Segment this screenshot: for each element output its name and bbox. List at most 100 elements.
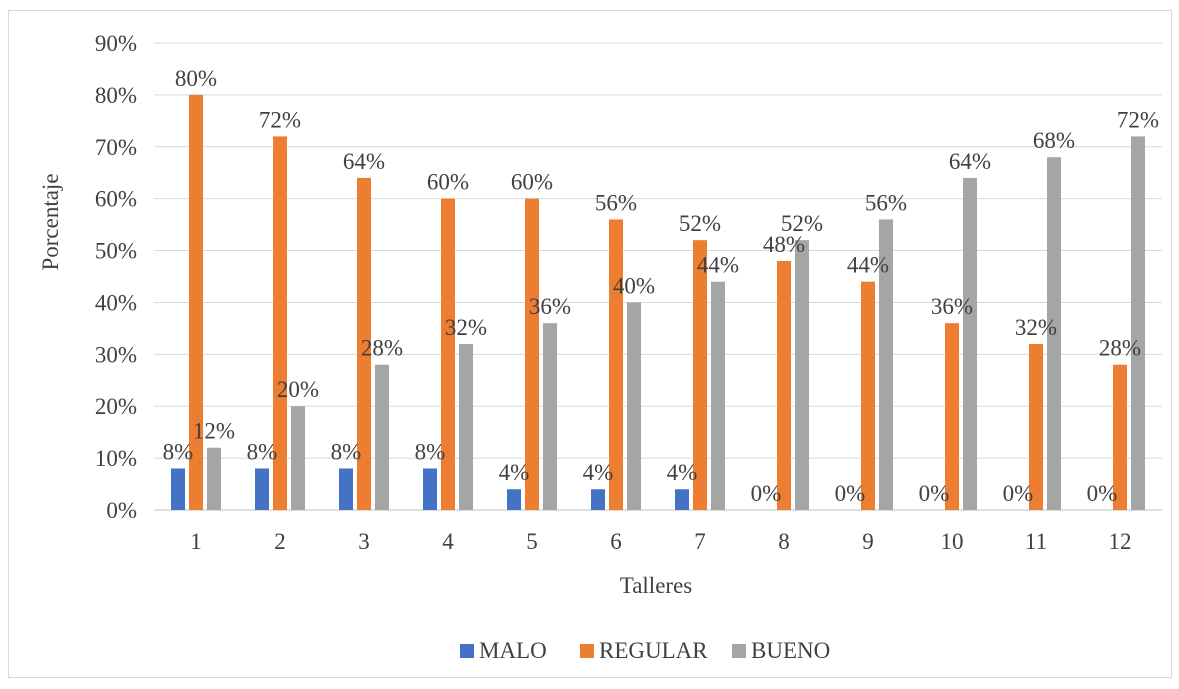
bar-regular xyxy=(1113,364,1127,510)
x-tick-label: 10 xyxy=(941,529,964,554)
legend: MALO REGULAR BUENO xyxy=(460,638,830,663)
x-tick-label: 1 xyxy=(190,529,202,554)
bar-malo xyxy=(171,468,185,510)
data-label: 48% xyxy=(763,232,805,257)
data-label: 20% xyxy=(277,377,319,402)
data-label: 36% xyxy=(529,294,571,319)
bar-bueno xyxy=(1131,136,1145,510)
gridlines xyxy=(154,42,1162,511)
bar-bueno xyxy=(207,447,221,510)
legend-swatch-regular xyxy=(580,644,594,658)
legend-label-malo: MALO xyxy=(479,638,547,663)
bar-regular xyxy=(693,240,707,510)
y-tick-label: 80% xyxy=(95,83,137,108)
data-label: 68% xyxy=(1033,128,1075,153)
y-tick-label: 0% xyxy=(106,498,137,523)
legend-label-bueno: BUENO xyxy=(751,638,830,663)
bar-bueno xyxy=(795,240,809,510)
data-label: 8% xyxy=(163,439,194,464)
data-label: 0% xyxy=(1003,481,1034,506)
data-label: 52% xyxy=(781,211,823,236)
data-label: 60% xyxy=(511,170,553,195)
y-tick-label: 10% xyxy=(95,446,137,471)
data-label: 4% xyxy=(583,460,614,485)
data-label: 12% xyxy=(193,419,235,444)
bar-bueno xyxy=(291,406,305,510)
bar-bueno xyxy=(375,364,389,510)
data-label: 40% xyxy=(613,273,655,298)
legend-label-regular: REGULAR xyxy=(599,638,708,663)
bar-regular xyxy=(441,198,455,510)
data-label: 72% xyxy=(259,107,301,132)
y-tick-label: 20% xyxy=(95,394,137,419)
y-tick-label: 70% xyxy=(95,135,137,160)
bar-regular xyxy=(273,136,287,510)
x-tick-label: 3 xyxy=(358,529,370,554)
data-labels: 8% 8% 8% 8% 4% 4% 4% 0% 0% 0% 0% 0% 80% 72% 64% 60% 60% 5… xyxy=(163,66,1159,506)
data-label: 8% xyxy=(247,439,278,464)
bar-regular xyxy=(777,260,791,510)
data-label: 56% xyxy=(865,190,907,215)
x-tick-label: 5 xyxy=(526,529,538,554)
data-label: 28% xyxy=(361,336,403,361)
bar-malo xyxy=(675,489,689,510)
bar-regular xyxy=(1029,343,1043,510)
x-tick-label: 11 xyxy=(1025,529,1047,554)
data-label: 44% xyxy=(847,253,889,278)
bar-regular xyxy=(357,177,371,510)
data-label: 32% xyxy=(445,315,487,340)
y-tick-label: 30% xyxy=(95,342,137,367)
bar-bueno xyxy=(627,302,641,510)
data-label: 4% xyxy=(499,460,530,485)
bar-bueno xyxy=(1047,157,1061,510)
data-label: 28% xyxy=(1099,336,1141,361)
data-label: 0% xyxy=(751,481,782,506)
legend-swatch-malo xyxy=(460,644,474,658)
y-tick-label: 40% xyxy=(95,290,137,315)
bar-bueno xyxy=(711,281,725,510)
bar-malo xyxy=(423,468,437,510)
data-label: 44% xyxy=(697,253,739,278)
data-label: 8% xyxy=(415,439,446,464)
tick-labels: 0%10%20%30%40%50%60%70%80%90%1 2 3 4 5 6 7 8 9 10… xyxy=(95,31,1132,554)
x-tick-label: 4 xyxy=(442,529,454,554)
x-tick-label: 9 xyxy=(862,529,874,554)
y-tick-label: 90% xyxy=(95,31,137,56)
bar-malo xyxy=(591,489,605,510)
bar-bueno xyxy=(963,177,977,510)
bar-regular xyxy=(525,198,539,510)
data-label: 60% xyxy=(427,170,469,195)
x-tick-label: 7 xyxy=(694,529,706,554)
bar-regular xyxy=(945,323,959,510)
bar-malo xyxy=(507,489,521,510)
bar-regular xyxy=(609,219,623,510)
bars xyxy=(171,94,1145,510)
data-label: 8% xyxy=(331,439,362,464)
bar-bueno xyxy=(459,343,473,510)
x-tick-label: 8 xyxy=(778,529,790,554)
bar-malo xyxy=(339,468,353,510)
y-tick-label: 50% xyxy=(95,239,137,264)
bar-regular xyxy=(189,94,203,510)
legend-swatch-bueno xyxy=(732,644,746,658)
bar-bueno xyxy=(543,323,557,510)
data-label: 64% xyxy=(949,149,991,174)
x-axis-title: Talleres xyxy=(620,573,693,598)
data-label: 64% xyxy=(343,149,385,174)
data-label: 72% xyxy=(1117,107,1159,132)
y-tick-label: 60% xyxy=(95,187,137,212)
data-label: 36% xyxy=(931,294,973,319)
data-label: 4% xyxy=(667,460,698,485)
x-tick-label: 12 xyxy=(1109,529,1132,554)
data-label: 32% xyxy=(1015,315,1057,340)
x-tick-label: 2 xyxy=(274,529,286,554)
data-label: 56% xyxy=(595,190,637,215)
data-label: 0% xyxy=(919,481,950,506)
data-label: 52% xyxy=(679,211,721,236)
x-tick-label: 6 xyxy=(610,529,622,554)
data-label: 0% xyxy=(835,481,866,506)
data-label: 0% xyxy=(1087,481,1118,506)
y-axis-title: Porcentaje xyxy=(38,173,63,270)
bar-bueno xyxy=(879,219,893,510)
